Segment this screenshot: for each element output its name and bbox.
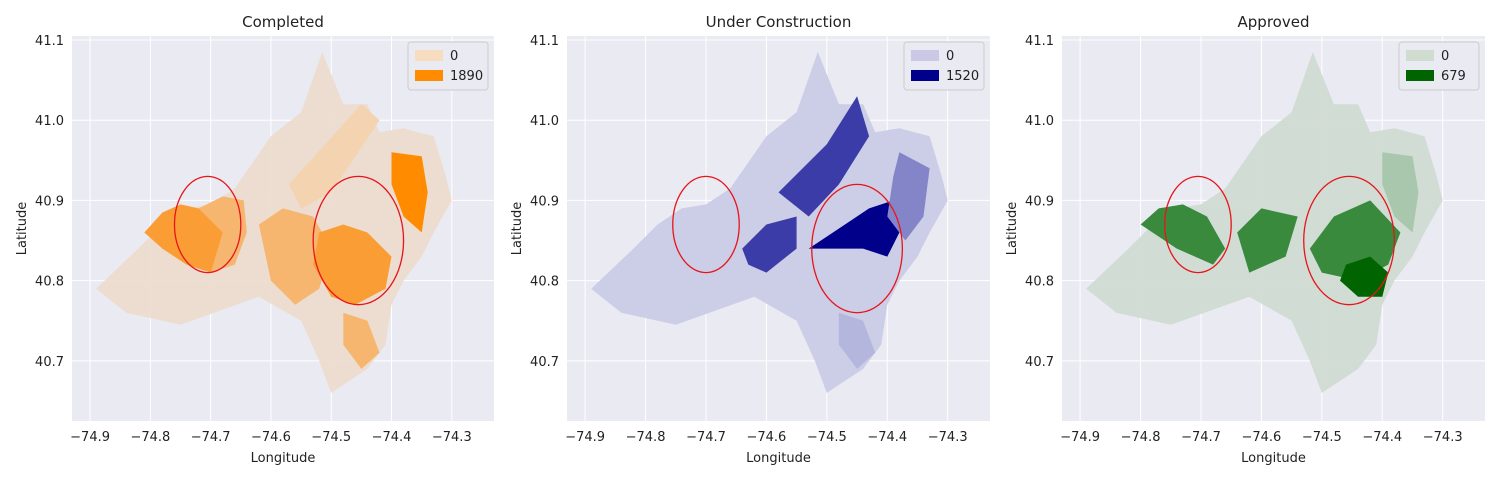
district-region-eastB — [391, 152, 428, 233]
map-panel-0: Completed −74.9 −74.8 −74.7 −74.6 −74.5 −74.4 −… — [15, 13, 494, 466]
legend: 0 1890 — [407, 41, 489, 91]
district-region-ucNorth — [778, 96, 870, 217]
x-axis-label: Longitude — [1241, 451, 1306, 466]
legend-label: 0 — [946, 49, 954, 64]
x-tick-label: −74.5 — [807, 430, 847, 445]
highlight-circle-0 — [1164, 175, 1232, 274]
legend-box — [1398, 41, 1480, 91]
y-tick-label: 40.7 — [1025, 355, 1054, 370]
district-region-southA — [343, 312, 380, 369]
district-region-ucBlock — [808, 200, 900, 257]
x-axis-label: Longitude — [746, 451, 811, 466]
x-tick-label: −74.3 — [432, 430, 472, 445]
map-panel-1: Under Construction −74.9 −74.8 −74.7 −74.6 −7… — [510, 13, 990, 466]
x-tick-label: −74.3 — [1423, 430, 1463, 445]
x-tick-label: −74.9 — [1060, 430, 1100, 445]
x-tick-label: −74.9 — [70, 430, 110, 445]
y-tick-label: 41.1 — [35, 34, 64, 49]
highlight-circle-1 — [811, 183, 904, 314]
y-tick-label: 41.0 — [530, 114, 559, 129]
x-tick-label: −74.7 — [191, 430, 231, 445]
district-region-northA — [289, 104, 380, 209]
x-axis-label: Longitude — [251, 451, 316, 466]
x-tick-label: −74.6 — [746, 430, 786, 445]
x-tick-label: −74.8 — [626, 430, 666, 445]
district-region-apDark — [1340, 256, 1389, 297]
y-tick-label: 40.8 — [1025, 275, 1054, 290]
district-region-eastB — [1382, 152, 1419, 233]
legend-swatch — [911, 70, 939, 81]
x-tick-label: −74.7 — [1181, 430, 1221, 445]
chart-title: Completed — [242, 13, 324, 31]
x-tick-label: −74.5 — [311, 430, 351, 445]
legend-label: 0 — [450, 49, 458, 64]
highlight-circle-0 — [173, 175, 242, 274]
legend-swatch — [1406, 50, 1434, 61]
y-tick-label: 41.1 — [1025, 34, 1054, 49]
x-tick-label: −74.6 — [251, 430, 291, 445]
chart-title: Approved — [1238, 13, 1310, 31]
y-tick-label: 40.7 — [35, 355, 64, 370]
x-tick-label: −74.8 — [130, 430, 170, 445]
y-tick-label: 40.9 — [530, 194, 559, 209]
y-axis-label: Latitude — [1005, 202, 1020, 256]
y-tick-label: 40.8 — [35, 275, 64, 290]
x-tick-label: −74.3 — [928, 430, 968, 445]
district-region-ucWest — [742, 216, 797, 273]
y-axis-label: Latitude — [510, 202, 525, 256]
x-tick-label: −74.9 — [565, 430, 605, 445]
legend-swatch — [415, 50, 443, 61]
highlight-circle-1 — [1303, 175, 1396, 306]
district-region-apWest — [1140, 204, 1226, 265]
legend-label: 0 — [1441, 49, 1449, 64]
x-tick-label: −74.4 — [1362, 430, 1402, 445]
y-axis-label: Latitude — [15, 202, 30, 256]
y-tick-label: 40.8 — [530, 275, 559, 290]
legend: 0 1520 — [903, 41, 985, 91]
x-tick-label: −74.6 — [1241, 430, 1281, 445]
y-tick-label: 40.7 — [530, 355, 559, 370]
chart-title: Under Construction — [706, 13, 852, 31]
y-tick-label: 40.9 — [35, 194, 64, 209]
highlight-circle-1 — [312, 175, 405, 306]
legend-swatch — [1406, 70, 1434, 81]
y-tick-label: 41.0 — [1025, 114, 1054, 129]
legend-label: 1890 — [450, 69, 483, 84]
y-tick-label: 41.0 — [35, 114, 64, 129]
district-region-apEast — [1309, 200, 1401, 281]
district-region-eastA — [313, 224, 392, 305]
legend-label: 679 — [1441, 69, 1466, 84]
legend-label: 1520 — [946, 69, 979, 84]
legend-swatch — [415, 70, 443, 81]
x-tick-label: −74.8 — [1121, 430, 1161, 445]
district-region-apMid — [1237, 208, 1298, 273]
y-tick-label: 40.9 — [1025, 194, 1054, 209]
y-tick-label: 41.1 — [530, 34, 559, 49]
map-panel-2: Approved −74.9 −74.8 −74.7 −74.6 −74.5 −74.4 −7… — [1005, 13, 1485, 466]
x-tick-label: −74.5 — [1302, 430, 1342, 445]
legend-swatch — [911, 50, 939, 61]
x-tick-label: −74.4 — [372, 430, 412, 445]
x-tick-label: −74.7 — [686, 430, 726, 445]
x-tick-label: −74.4 — [867, 430, 907, 445]
district-region-southA — [838, 312, 876, 369]
highlight-circle-0 — [672, 175, 740, 274]
